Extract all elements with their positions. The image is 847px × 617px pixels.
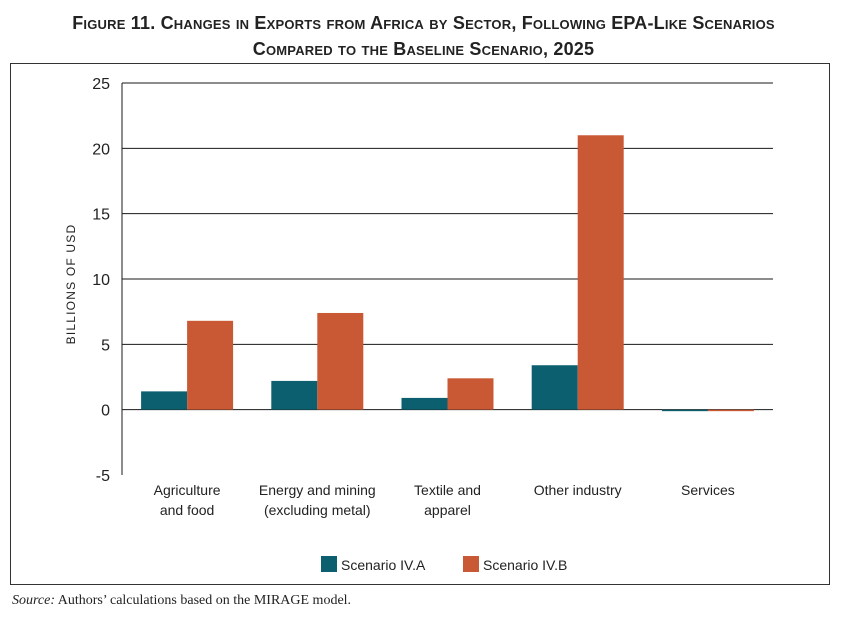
y-tick-label: 10	[92, 272, 110, 289]
bar-ivb-0	[187, 320, 234, 410]
y-tick-label: 5	[101, 337, 110, 354]
y-tick-label: 20	[92, 141, 110, 158]
source-label: Source:	[12, 593, 56, 608]
y-tick-label: 15	[92, 207, 110, 224]
category-label: Textile and	[414, 482, 481, 498]
bar-iva-0	[141, 391, 188, 410]
y-axis-title: BILLIONS OF USD	[64, 224, 78, 345]
legend-label-iva: Scenario IV.A	[341, 557, 426, 573]
category-label: (excluding metal)	[264, 502, 371, 518]
category-label: Energy and mining	[259, 482, 376, 498]
category-label: and food	[160, 502, 215, 518]
legend-swatch-iva	[321, 556, 337, 572]
category-label: Services	[681, 482, 735, 498]
bar-ivb-1	[317, 312, 364, 410]
category-label: Other industry	[534, 482, 622, 498]
y-tick-label: -5	[96, 468, 110, 485]
bar-ivb-2	[447, 378, 494, 410]
legend-swatch-ivb	[463, 556, 479, 572]
source-text: Authors’ calculations based on the MIRAG…	[55, 593, 352, 608]
bar-iva-3	[531, 365, 578, 410]
bar-iva-4	[661, 409, 708, 412]
figure-title-line-2: Compared to the Baseline Scenario, 2025	[252, 39, 595, 59]
legend-label-ivb: Scenario IV.B	[483, 557, 567, 573]
category-label: Agriculture	[154, 482, 221, 498]
y-tick-label: 0	[101, 403, 110, 420]
bar-ivb-4	[707, 409, 754, 412]
category-label: apparel	[424, 502, 471, 518]
source-note: Source: Authors’ calculations based on t…	[12, 593, 351, 609]
y-tick-label: 25	[92, 76, 110, 93]
bar-iva-2	[401, 397, 448, 410]
bar-ivb-3	[577, 135, 624, 410]
figure-title-line-1: Figure 11. Changes in Exports from Afric…	[72, 13, 775, 33]
figure-title: Figure 11. Changes in Exports from Afric…	[0, 10, 847, 62]
chart-frame	[10, 63, 830, 585]
bar-iva-1	[271, 380, 318, 410]
